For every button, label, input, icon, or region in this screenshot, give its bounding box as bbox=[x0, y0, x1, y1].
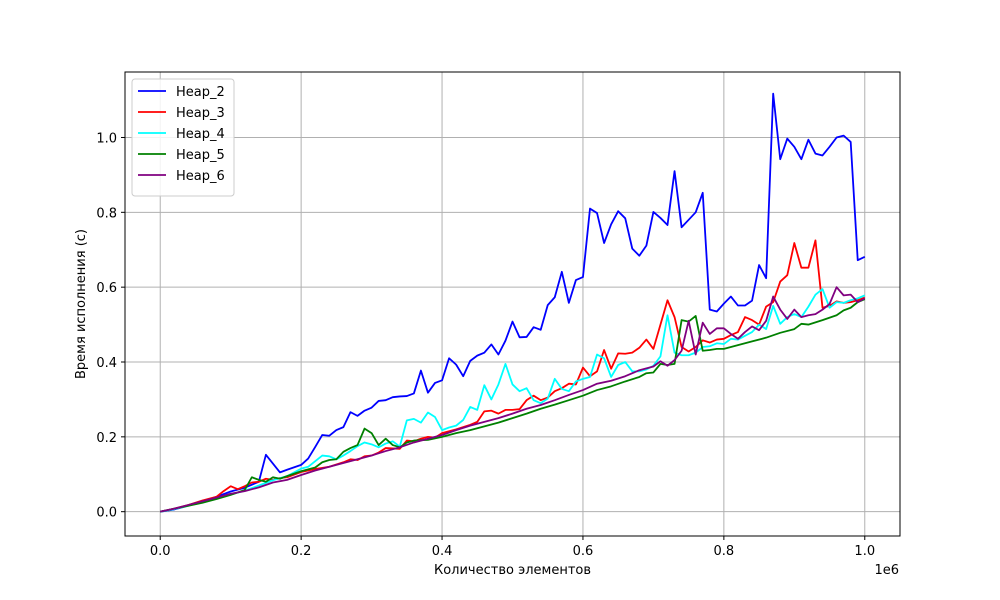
y-tick-label: 0.4 bbox=[96, 356, 117, 371]
legend-label: Heap_2 bbox=[176, 85, 225, 100]
x-tick-label: 0.8 bbox=[714, 544, 735, 559]
legend: Heap_2 Heap_3 Heap_4 Heap_5 Heap_6 bbox=[131, 78, 235, 197]
legend-label: Heap_6 bbox=[176, 169, 225, 184]
x-tick-label: 0.4 bbox=[432, 544, 453, 559]
y-tick-label: 0.0 bbox=[96, 506, 117, 521]
plot-frame bbox=[124, 71, 901, 537]
x-axis-ticks: 0.0 0.2 0.4 0.6 0.8 1.0 bbox=[150, 536, 875, 559]
x-tick-label: 0.0 bbox=[150, 544, 171, 559]
y-tick-label: 0.8 bbox=[96, 206, 117, 221]
grid-lines bbox=[125, 72, 900, 536]
y-tick-label: 0.6 bbox=[96, 281, 117, 296]
x-tick-label: 0.2 bbox=[291, 544, 312, 559]
y-axis-ticks: 0.0 0.2 0.4 0.6 0.8 1.0 bbox=[96, 131, 125, 521]
x-tick-label: 1.0 bbox=[854, 544, 875, 559]
series-line-heap-6 bbox=[160, 286, 866, 513]
x-axis-offset-label: 1e6 bbox=[874, 563, 899, 578]
legend-frame bbox=[131, 78, 235, 197]
y-tick-label: 1.0 bbox=[96, 131, 117, 146]
plot-area-background bbox=[125, 72, 900, 536]
legend-label: Heap_3 bbox=[176, 106, 225, 121]
plot-series-group bbox=[160, 92, 866, 513]
y-tick-label: 0.2 bbox=[96, 431, 117, 446]
x-axis-label: Количество элементов bbox=[434, 563, 591, 578]
legend-label: Heap_4 bbox=[176, 127, 225, 142]
series-line-heap-2 bbox=[160, 92, 866, 513]
legend-label: Heap_5 bbox=[176, 148, 225, 163]
series-line-heap-5 bbox=[160, 298, 866, 513]
x-tick-label: 0.6 bbox=[573, 544, 594, 559]
y-axis-label: Время исполнения (с) bbox=[74, 229, 89, 379]
